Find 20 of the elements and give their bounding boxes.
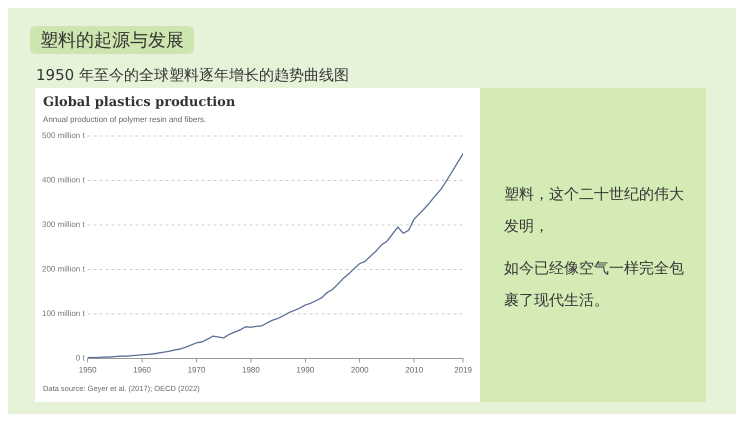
chart-subtitle: Annual production of polymer resin and fibers.: [43, 115, 206, 124]
x-tick-label: 1980: [242, 365, 260, 374]
x-tick-label: 1970: [188, 365, 206, 374]
x-tick-label: 1960: [133, 365, 152, 374]
y-tick-label: 0 t: [76, 354, 86, 363]
x-tick-label: 1990: [296, 365, 315, 374]
y-tick-label: 200 million t: [42, 264, 86, 274]
y-tick-label: 100 million t: [42, 309, 86, 318]
x-tick-label: 2000: [350, 365, 370, 374]
x-tick-label: 1950: [78, 365, 98, 374]
chart-title: Global plastics production: [43, 95, 236, 110]
text: 塑料的起源与发展: [30, 26, 194, 54]
y-tick-label: 400 million t: [42, 176, 86, 185]
text: 1950 年至今的全球塑料逐年增长的趋势曲线图: [36, 66, 349, 85]
y-tick-label: 500 million t: [42, 131, 86, 140]
text: 塑料，这个二十世纪的伟大发明，: [504, 184, 685, 237]
y-tick-label: 300 million t: [42, 220, 86, 230]
x-tick-label: 2019: [454, 365, 473, 374]
text: 如今已经像空气一样完全包裹了现代生活。: [504, 258, 685, 311]
x-tick-label: 2010: [405, 365, 424, 374]
